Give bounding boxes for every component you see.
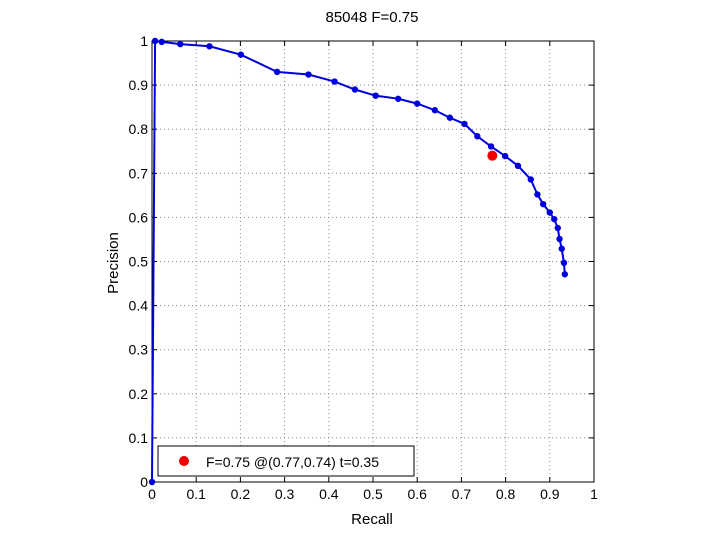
pr-curve-point	[461, 120, 468, 128]
x-tick-label: 0.1	[186, 486, 206, 502]
legend-text: F=0.75 @(0.77,0.74) t=0.35	[206, 454, 379, 470]
pr-curve-point	[556, 235, 563, 243]
pr-curve-point	[551, 215, 558, 223]
pr-curve-point	[331, 78, 338, 85]
pr-curve-point	[372, 92, 379, 99]
pr-curve-point	[561, 271, 569, 278]
y-tick-label: 0.7	[129, 165, 149, 181]
pr-curve-point	[514, 162, 522, 170]
legend-box	[157, 445, 415, 477]
plot-area	[148, 37, 569, 486]
pr-curve-point	[431, 107, 439, 114]
pr-curve-point	[558, 245, 565, 252]
y-tick-label: 1	[140, 33, 148, 49]
y-tick-label: 0.6	[129, 209, 149, 225]
pr-curve-point	[158, 38, 165, 46]
legend: F=0.75 @(0.77,0.74) t=0.35	[157, 445, 415, 477]
x-tick-label: 0.3	[275, 486, 295, 502]
x-tick-label: 0.5	[363, 486, 383, 502]
pr-curve-point	[273, 68, 281, 76]
pr-curve-point	[487, 143, 495, 150]
x-tick-label: 0	[148, 486, 156, 502]
pr-curve-point	[474, 133, 481, 140]
pr-curve-point	[534, 191, 541, 198]
pr-curve-point	[527, 176, 534, 183]
pr-curve-point	[554, 224, 561, 232]
legend-marker	[179, 456, 189, 466]
pr-curve-point	[151, 37, 159, 45]
y-tick-label: 0	[140, 474, 148, 490]
x-tick-label: 0.8	[496, 486, 516, 502]
pr-curve-point	[446, 114, 454, 121]
x-tick-label: 0.7	[452, 486, 472, 502]
pr-curve-point	[237, 51, 245, 58]
pr-curve-point	[501, 152, 509, 160]
pr-curve-point	[546, 209, 553, 216]
y-tick-label: 0.4	[129, 298, 149, 314]
y-tick-label: 0.8	[129, 121, 149, 137]
x-tick-label: 0.6	[407, 486, 427, 502]
y-tick-label: 0.2	[129, 386, 149, 402]
pr-curve-point	[177, 40, 184, 48]
y-tick-label: 0.5	[129, 254, 149, 270]
pr-curve-point	[414, 100, 421, 107]
pr-curve-point	[206, 43, 213, 50]
axis-ticks: 0 0.1 0.2 0.3 0.4 0.5 0.6 0.7 0.8 0.9 1 0 0.1 0.2 0.3 0…	[129, 33, 599, 502]
y-tick-label: 0.3	[129, 342, 149, 358]
x-tick-label: 0.2	[231, 486, 251, 502]
y-axis-label: Precision	[105, 232, 122, 294]
pr-curve-point	[351, 86, 359, 93]
x-tick-label: 0.4	[319, 486, 339, 502]
x-tick-label: 1	[590, 486, 598, 502]
best-f-point	[487, 150, 498, 161]
pr-curve-point	[305, 71, 312, 78]
y-tick-label: 0.1	[129, 430, 149, 446]
pr-curve-point	[394, 95, 402, 102]
x-tick-label: 0.9	[540, 486, 560, 502]
y-tick-label: 0.9	[129, 77, 149, 93]
grid-lines	[152, 41, 594, 482]
chart-title: 85048 F=0.75	[326, 9, 419, 26]
pr-curve-line	[151, 39, 566, 483]
x-axis-label: Recall	[351, 511, 393, 528]
pr-curve-point	[148, 478, 156, 486]
pr-curve-point	[539, 200, 547, 208]
pr-curve-point	[560, 259, 568, 267]
